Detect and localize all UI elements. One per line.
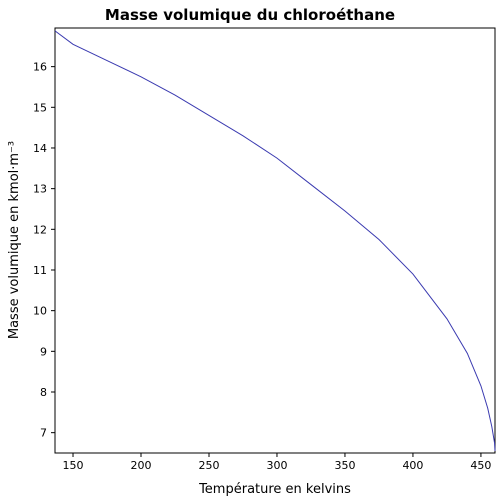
chart-title: Masse volumique du chloroéthane [105,6,395,24]
series-line [54,30,496,451]
x-tick-label: 200 [131,459,152,472]
x-axis-ticks: 150 200 250 300 350 400 450 [63,453,491,472]
x-tick-label: 250 [198,459,219,472]
x-tick-label: 450 [470,459,491,472]
y-tick-label: 15 [33,101,47,114]
y-tick-label: 7 [40,427,47,440]
y-axis-label: Masse volumique en kmol·m⁻³ [7,141,22,339]
y-tick-label: 16 [33,61,47,74]
y-tick-label: 12 [33,223,47,236]
x-axis-label: Température en kelvins [198,482,351,497]
y-tick-label: 11 [33,264,47,277]
x-tick-label: 300 [266,459,287,472]
x-tick-label: 400 [402,459,423,472]
y-axis-ticks: 7 8 9 10 11 12 13 14 15 16 [33,61,55,440]
series-layer [54,30,496,451]
y-tick-label: 9 [40,345,47,358]
y-tick-label: 14 [33,142,47,155]
y-tick-label: 13 [33,183,47,196]
x-tick-label: 350 [334,459,355,472]
plot-area [54,27,496,454]
x-tick-label: 150 [63,459,84,472]
y-tick-label: 8 [40,386,47,399]
y-tick-label: 10 [33,305,47,318]
